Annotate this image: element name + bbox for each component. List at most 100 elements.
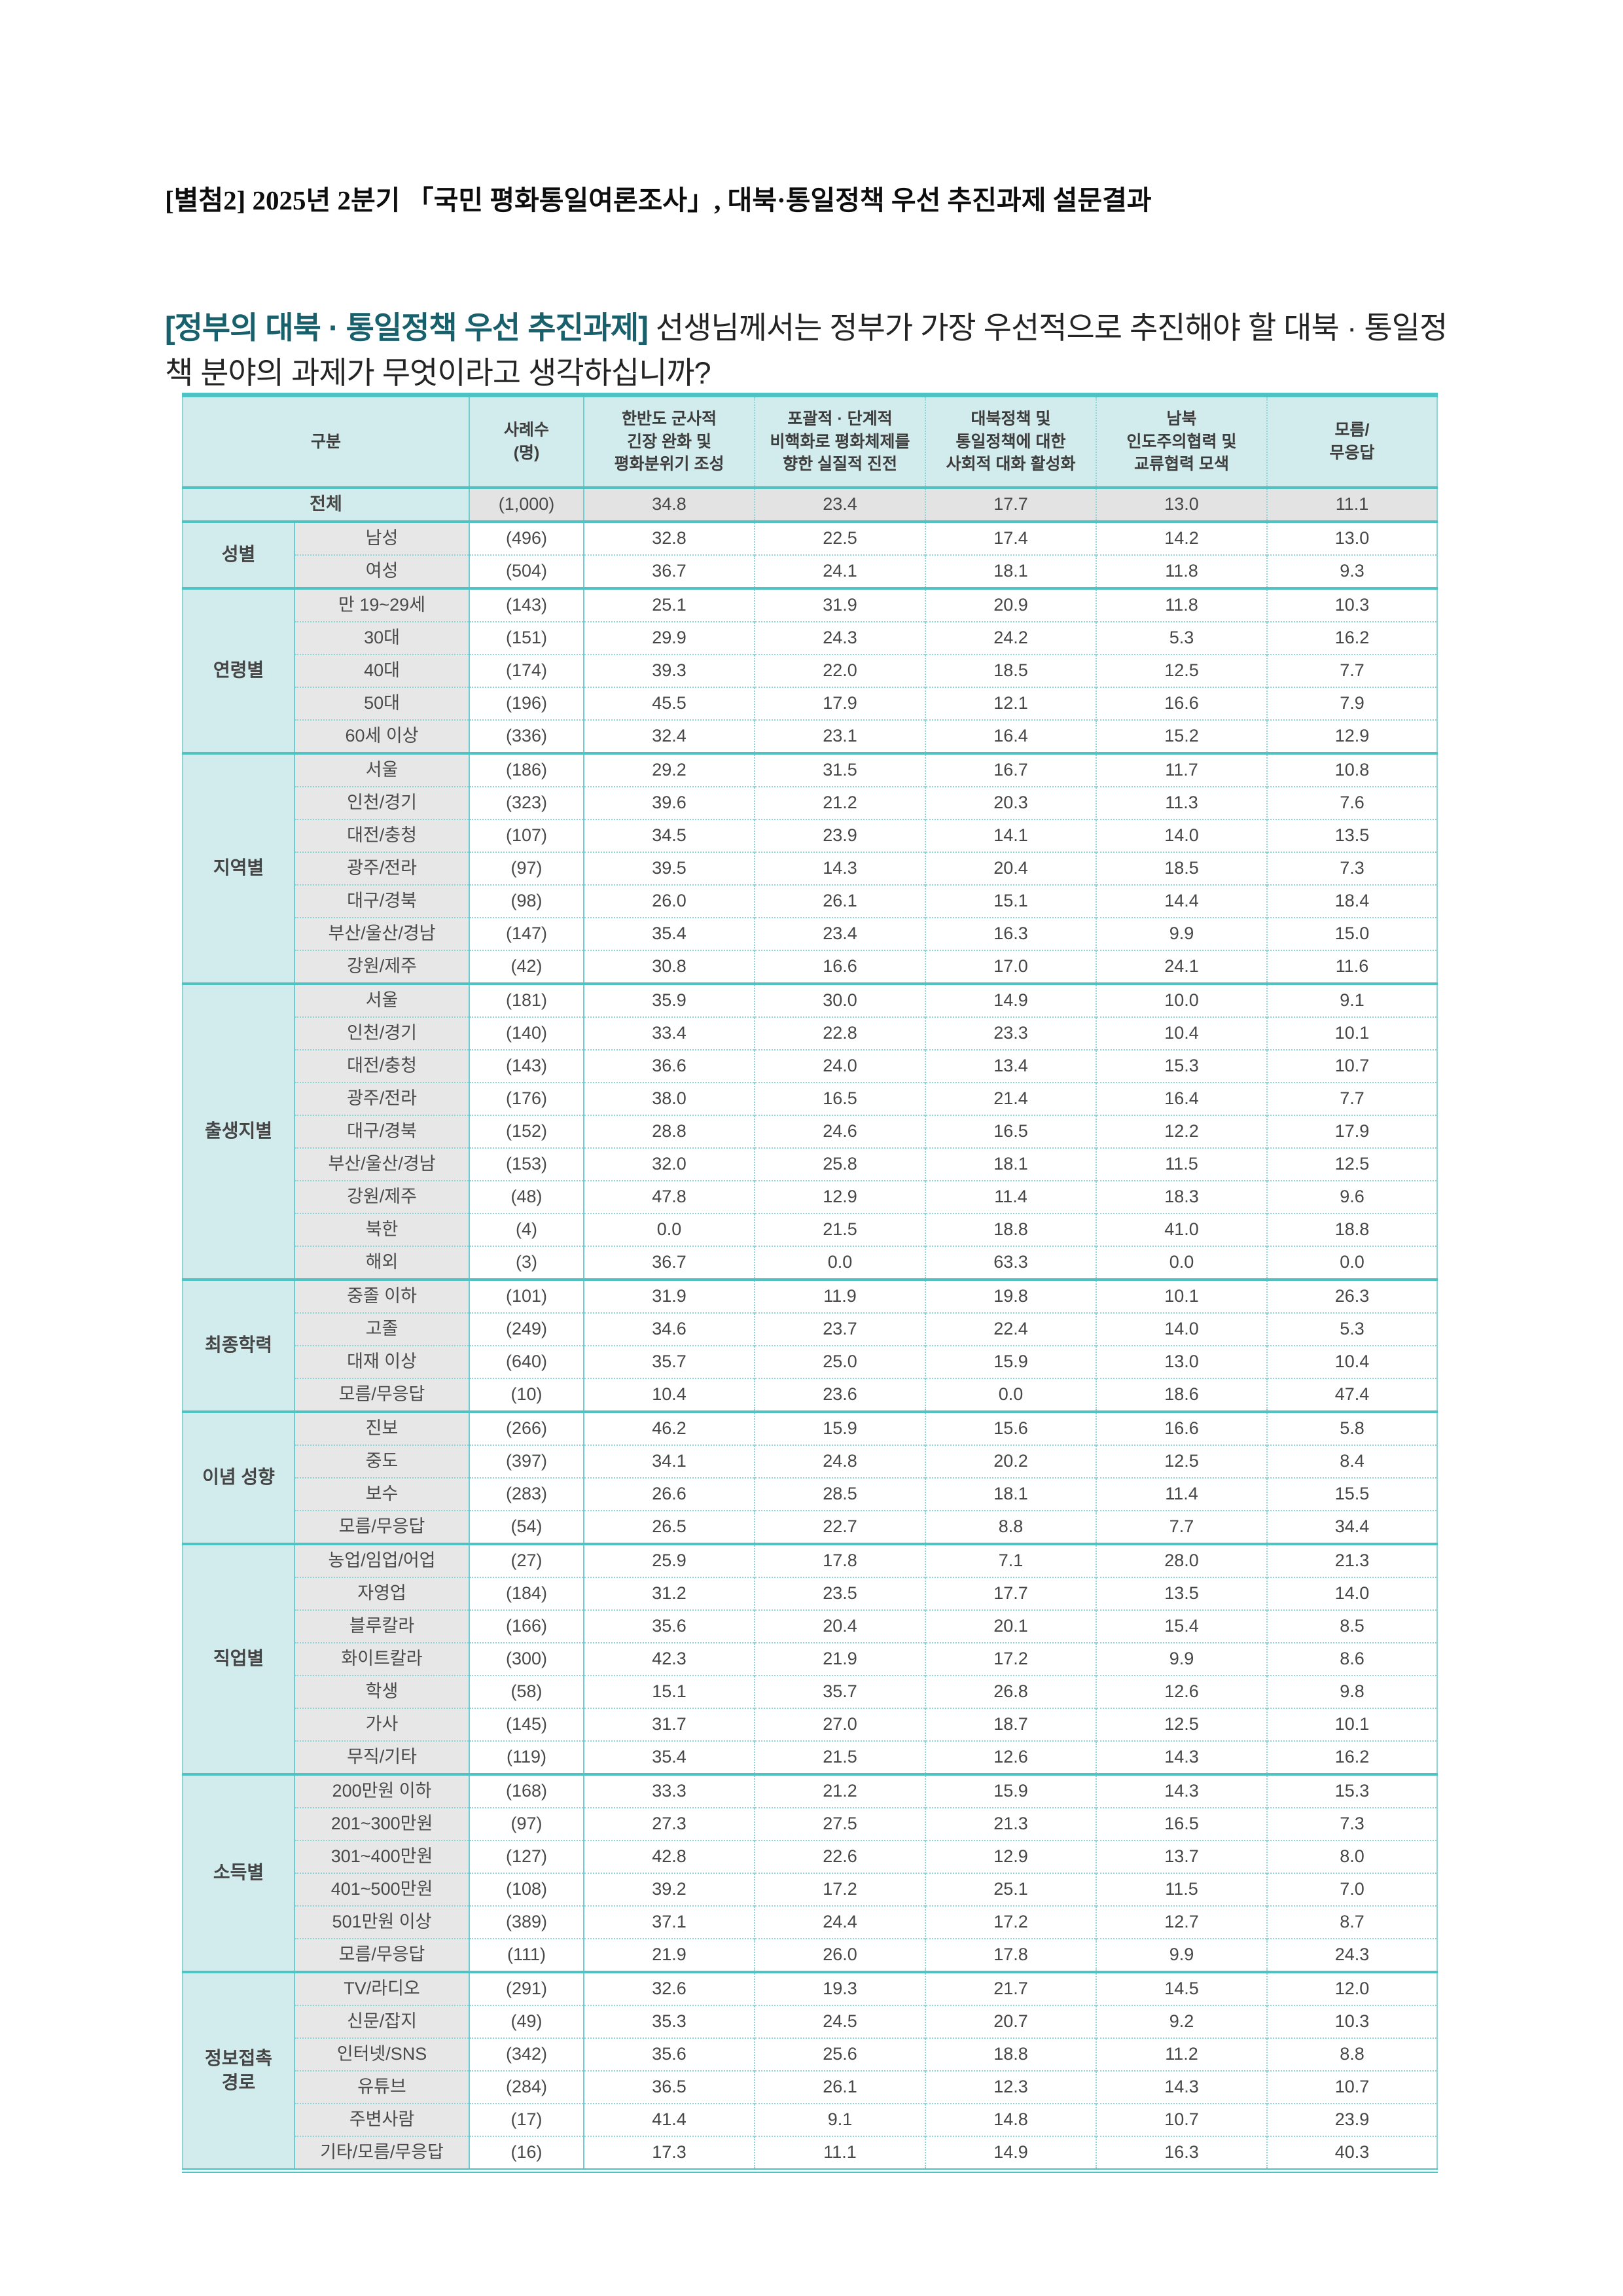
value-cell: 22.5 xyxy=(754,520,926,555)
value-cell: 13.0 xyxy=(1096,1344,1268,1378)
value-cell: 13.0 xyxy=(1096,486,1268,522)
sample-size-cell: (389) xyxy=(469,1905,585,1939)
row-label: 신문/잡지 xyxy=(294,2004,470,2038)
value-cell: 32.6 xyxy=(584,1970,755,2005)
sample-size-cell: (184) xyxy=(469,1576,585,1610)
value-cell: 8.7 xyxy=(1266,1905,1438,1939)
value-cell: 20.2 xyxy=(925,1444,1097,1478)
value-cell: 14.9 xyxy=(925,2135,1097,2170)
group-label: 정보접촉 경로 xyxy=(183,1970,295,2170)
value-cell: 9.8 xyxy=(1266,1674,1438,1708)
value-cell: 21.4 xyxy=(925,1081,1097,1115)
column-header-option-denuclearization: 포괄적 · 단계적 비핵화로 평화체제를 향한 실질적 진전 xyxy=(754,395,926,489)
table-row: 50대 (196) 45.5 17.9 12.1 16.6 7.9 xyxy=(183,686,1438,720)
column-header-option-cooperation: 남북 인도주의협력 및 교류협력 모색 xyxy=(1096,395,1268,489)
row-label: 보수 xyxy=(294,1477,470,1511)
question-tag: [정부의 대북 · 통일정책 우선 추진과제] xyxy=(165,310,649,345)
value-cell: 41.0 xyxy=(1096,1212,1268,1246)
row-label: 유튜브 xyxy=(294,2070,470,2104)
value-cell: 15.3 xyxy=(1096,1049,1268,1083)
value-cell: 13.5 xyxy=(1096,1576,1268,1610)
sample-size-cell: (1,000) xyxy=(469,486,585,522)
value-cell: 25.0 xyxy=(754,1344,926,1378)
value-cell: 10.7 xyxy=(1096,2102,1268,2136)
sample-size-cell: (152) xyxy=(469,1114,585,1148)
value-cell: 26.6 xyxy=(584,1477,755,1511)
value-cell: 24.2 xyxy=(925,620,1097,655)
row-label: 블루칼라 xyxy=(294,1609,470,1643)
row-label: 501만원 이상 xyxy=(294,1905,470,1939)
value-cell: 21.2 xyxy=(754,1772,926,1808)
value-cell: 32.4 xyxy=(584,719,755,753)
value-cell: 12.9 xyxy=(925,1839,1097,1873)
value-cell: 14.5 xyxy=(1096,1970,1268,2005)
row-label: 401~500만원 xyxy=(294,1872,470,1906)
value-cell: 10.4 xyxy=(1266,1344,1438,1378)
value-cell: 25.1 xyxy=(925,1872,1097,1906)
survey-results-table-container: 구분 사례수 (명) 한반도 군사적 긴장 완화 및 평화분위기 조성 포괄적 … xyxy=(182,393,1438,2173)
table-row: 모름/무응답 (10) 10.4 23.6 0.0 18.6 47.4 xyxy=(183,1377,1438,1412)
value-cell: 63.3 xyxy=(925,1245,1097,1280)
value-cell: 23.3 xyxy=(925,1016,1097,1050)
value-cell: 31.2 xyxy=(584,1576,755,1610)
value-cell: 14.0 xyxy=(1096,818,1268,852)
table-row: 대전/충청 (143) 36.6 24.0 13.4 15.3 10.7 xyxy=(183,1049,1438,1083)
value-cell: 40.3 xyxy=(1266,2135,1438,2170)
sample-size-cell: (186) xyxy=(469,751,585,787)
value-cell: 13.7 xyxy=(1096,1839,1268,1873)
value-cell: 35.9 xyxy=(584,982,755,1017)
value-cell: 7.7 xyxy=(1096,1509,1268,1544)
column-header-sample-size: 사례수 (명) xyxy=(469,395,585,489)
row-label: 서울 xyxy=(294,982,470,1017)
value-cell: 42.8 xyxy=(584,1839,755,1873)
value-cell: 47.8 xyxy=(584,1179,755,1213)
sample-size-cell: (266) xyxy=(469,1410,585,1445)
value-cell: 18.4 xyxy=(1266,884,1438,918)
value-cell: 35.4 xyxy=(584,916,755,950)
sample-size-cell: (4) xyxy=(469,1212,585,1246)
table-row: 해외 (3) 36.7 0.0 63.3 0.0 0.0 xyxy=(183,1245,1438,1280)
sample-size-cell: (27) xyxy=(469,1542,585,1577)
value-cell: 18.5 xyxy=(925,653,1097,687)
table-row: 최종학력 중졸 이하 (101) 31.9 11.9 19.8 10.1 26.3 xyxy=(183,1278,1438,1412)
table-row: 대재 이상 (640) 35.7 25.0 15.9 13.0 10.4 xyxy=(183,1344,1438,1378)
table-row: 무직/기타 (119) 35.4 21.5 12.6 14.3 16.2 xyxy=(183,1740,1438,1774)
value-cell: 16.5 xyxy=(1096,1806,1268,1840)
table-row: 인터넷/SNS (342) 35.6 25.6 18.8 11.2 8.8 xyxy=(183,2037,1438,2071)
value-cell: 24.3 xyxy=(754,620,926,655)
value-cell: 17.2 xyxy=(925,1905,1097,1939)
value-cell: 11.8 xyxy=(1096,586,1268,622)
value-cell: 25.8 xyxy=(754,1147,926,1181)
value-cell: 11.9 xyxy=(754,1278,926,1313)
value-cell: 8.8 xyxy=(1266,2037,1438,2071)
value-cell: 18.6 xyxy=(1096,1377,1268,1412)
value-cell: 15.0 xyxy=(1266,916,1438,950)
value-cell: 28.0 xyxy=(1096,1542,1268,1577)
value-cell: 17.9 xyxy=(754,686,926,720)
value-cell: 17.0 xyxy=(925,949,1097,984)
row-label: 200만원 이하 xyxy=(294,1772,470,1808)
value-cell: 24.1 xyxy=(1096,949,1268,984)
value-cell: 12.6 xyxy=(925,1740,1097,1774)
value-cell: 19.3 xyxy=(754,1970,926,2005)
sample-size-cell: (48) xyxy=(469,1179,585,1213)
sample-size-cell: (140) xyxy=(469,1016,585,1050)
value-cell: 18.8 xyxy=(925,2037,1097,2071)
value-cell: 23.7 xyxy=(754,1312,926,1346)
value-cell: 30.8 xyxy=(584,949,755,984)
table-row: 부산/울산/경남 (147) 35.4 23.4 16.3 9.9 15.0 xyxy=(183,916,1438,950)
sample-size-cell: (108) xyxy=(469,1872,585,1906)
value-cell: 23.5 xyxy=(754,1576,926,1610)
group-label: 출생지별 xyxy=(183,982,295,1280)
table-row: 대전/충청 (107) 34.5 23.9 14.1 14.0 13.5 xyxy=(183,818,1438,852)
value-cell: 14.2 xyxy=(1096,520,1268,555)
value-cell: 11.5 xyxy=(1096,1147,1268,1181)
sample-size-cell: (153) xyxy=(469,1147,585,1181)
table-row: 출생지별 서울 (181) 35.9 30.0 14.9 10.0 9.1 xyxy=(183,982,1438,1280)
value-cell: 17.2 xyxy=(754,1872,926,1906)
table-row: 중도 (397) 34.1 24.8 20.2 12.5 8.4 xyxy=(183,1444,1438,1478)
value-cell: 33.4 xyxy=(584,1016,755,1050)
value-cell: 27.3 xyxy=(584,1806,755,1840)
row-label: 인터넷/SNS xyxy=(294,2037,470,2071)
value-cell: 28.5 xyxy=(754,1477,926,1511)
